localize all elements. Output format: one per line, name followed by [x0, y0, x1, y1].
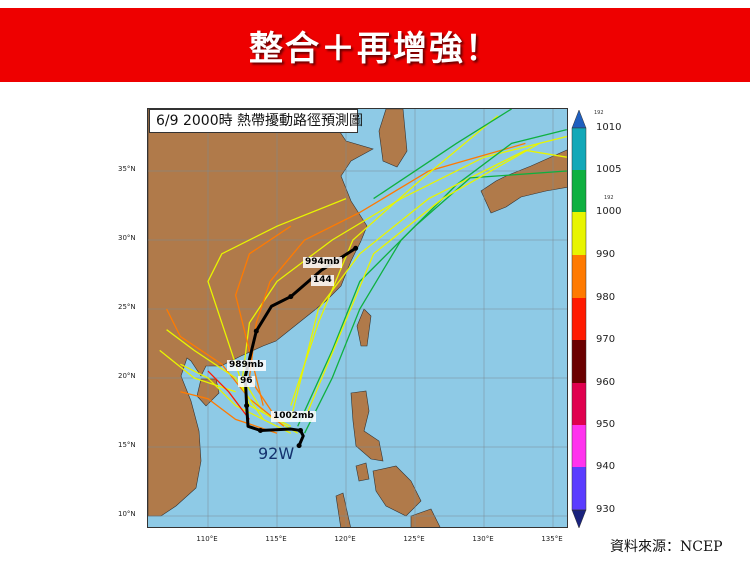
colorbar-band	[572, 170, 586, 212]
ensemble-track	[297, 170, 567, 427]
pressure-label-1002: 1002mb	[271, 411, 316, 422]
storm-id-label: 92W	[258, 444, 295, 463]
colorbar-tick: 940	[596, 461, 616, 472]
hour-label-144: 144	[311, 275, 334, 286]
pressure-label-989: 989mb	[227, 360, 266, 371]
colorbar-tick: 930	[596, 504, 616, 515]
colorbar-tick: 970	[596, 334, 616, 345]
colorbar-tick: 1000	[596, 206, 622, 217]
land-mindoro	[355, 462, 370, 482]
ensemble-track	[290, 115, 499, 406]
ensemble-track	[180, 363, 292, 434]
colorbar-tick: 950	[596, 419, 616, 430]
colorbar-note: 192	[594, 110, 604, 116]
colorbar-top-arrow	[571, 109, 587, 129]
colorbar-band	[572, 212, 586, 255]
colorbar-band	[572, 467, 586, 510]
colorbar-note: 192	[604, 195, 614, 201]
land-korea	[378, 109, 408, 168]
map-canvas	[148, 109, 567, 527]
data-source: 資料來源：NCEP	[610, 539, 723, 555]
graticule	[148, 109, 567, 527]
track-point	[353, 245, 359, 251]
ensemble-track	[207, 370, 250, 420]
track-point	[288, 294, 294, 300]
land-palawan	[335, 492, 351, 527]
ensemble-track	[180, 391, 278, 434]
track-point	[296, 443, 302, 449]
pressure-colorbar	[571, 109, 587, 529]
land-japan	[480, 149, 567, 214]
colorbar-tick: 1010	[596, 122, 622, 133]
colorbar-band	[572, 340, 586, 383]
colorbar-band	[572, 128, 586, 170]
hour-label-96: 96	[238, 376, 255, 387]
track-point	[253, 328, 259, 334]
colorbar-tick: 990	[596, 249, 616, 260]
ensemble-track	[166, 308, 285, 427]
track-point	[244, 403, 250, 409]
lat-tick: 25°N	[118, 303, 136, 311]
ensemble-track	[304, 142, 540, 420]
colorbar-tick: 960	[596, 377, 616, 388]
lat-tick: 35°N	[118, 165, 136, 173]
colorbar-bottom-arrow	[571, 509, 587, 529]
headline-text: 整合＋再增強！	[249, 28, 501, 69]
headline-banner: 整合＋再增強！	[0, 8, 750, 82]
colorbar-tick: 1005	[596, 164, 622, 175]
land-luzon	[350, 390, 384, 462]
lat-tick: 15°N	[118, 441, 136, 449]
colorbar-band	[572, 425, 586, 467]
lon-tick: 135°E	[541, 535, 563, 543]
colorbar-band	[572, 255, 586, 298]
land-mindanao	[410, 508, 441, 527]
ensemble-track	[159, 349, 236, 393]
colorbar-band	[572, 298, 586, 340]
track-forecast-map	[147, 108, 568, 528]
lat-tick: 10°N	[118, 510, 136, 518]
lat-tick: 20°N	[118, 372, 136, 380]
colorbar-tick: 980	[596, 292, 616, 303]
colorbar-frame	[571, 127, 587, 511]
lon-tick: 120°E	[334, 535, 356, 543]
lon-tick: 110°E	[196, 535, 218, 543]
lon-tick: 115°E	[265, 535, 287, 543]
land-taiwan	[356, 308, 372, 347]
ensemble-track	[166, 329, 264, 420]
lon-tick: 125°E	[403, 535, 425, 543]
colorbar-band	[572, 383, 586, 425]
map-title: 6/9 2000時 熱帶擾動路徑預測圖	[149, 109, 363, 133]
lat-tick: 30°N	[118, 234, 136, 242]
track-point	[297, 427, 303, 433]
ensemble-track	[373, 109, 512, 200]
pressure-label-994: 994mb	[303, 257, 342, 268]
ensemble-tracks	[159, 109, 567, 434]
land-visayas	[372, 465, 422, 517]
lon-tick: 130°E	[472, 535, 494, 543]
mean-track	[243, 245, 359, 449]
ensemble-track	[241, 135, 567, 434]
track-point	[257, 427, 263, 433]
